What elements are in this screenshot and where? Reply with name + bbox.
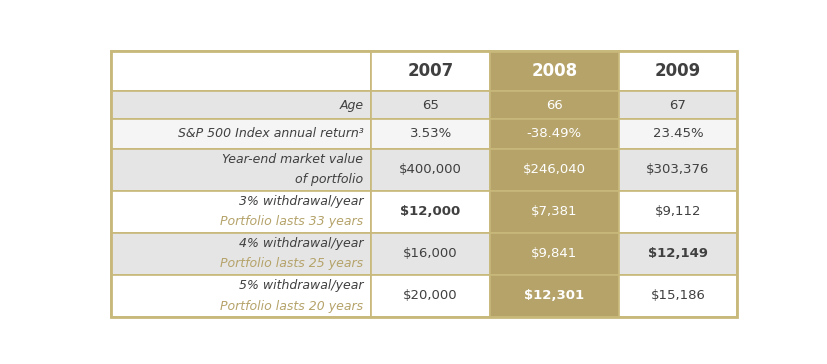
Text: Year-end market value: Year-end market value: [222, 153, 363, 166]
Bar: [111, 233, 370, 275]
Text: $12,301: $12,301: [523, 289, 584, 302]
Text: $400,000: $400,000: [399, 163, 461, 176]
Text: -38.49%: -38.49%: [526, 127, 581, 141]
Bar: [618, 51, 737, 91]
Text: $12,000: $12,000: [400, 205, 460, 218]
Bar: [111, 51, 370, 91]
Bar: [370, 91, 490, 119]
Text: S&P 500 Index annual return³: S&P 500 Index annual return³: [178, 127, 363, 141]
Text: 4% withdrawal/year: 4% withdrawal/year: [239, 237, 363, 250]
Text: of portfolio: of portfolio: [295, 173, 363, 186]
Text: 2008: 2008: [531, 62, 576, 80]
Text: 3% withdrawal/year: 3% withdrawal/year: [239, 195, 363, 208]
Text: Age: Age: [339, 99, 363, 112]
Text: Portfolio lasts 20 years: Portfolio lasts 20 years: [220, 300, 363, 313]
Bar: [370, 233, 490, 275]
Text: $12,149: $12,149: [648, 248, 707, 260]
Text: Portfolio lasts 33 years: Portfolio lasts 33 years: [220, 215, 363, 229]
Text: 3.53%: 3.53%: [409, 127, 452, 141]
Text: Portfolio lasts 25 years: Portfolio lasts 25 years: [220, 257, 363, 270]
Bar: [618, 233, 737, 275]
Bar: [490, 191, 618, 233]
Text: $246,040: $246,040: [522, 163, 585, 176]
Text: $20,000: $20,000: [403, 289, 457, 302]
Bar: [111, 275, 370, 317]
Bar: [370, 275, 490, 317]
Bar: [490, 91, 618, 119]
Bar: [111, 91, 370, 119]
Bar: [111, 149, 370, 191]
Bar: [490, 275, 618, 317]
Text: 65: 65: [422, 99, 438, 112]
Text: 23.45%: 23.45%: [652, 127, 702, 141]
Text: $15,186: $15,186: [650, 289, 705, 302]
Bar: [618, 191, 737, 233]
Text: 2009: 2009: [654, 62, 700, 80]
Text: $16,000: $16,000: [403, 248, 457, 260]
Bar: [490, 149, 618, 191]
Bar: [618, 91, 737, 119]
Bar: [370, 51, 490, 91]
Text: 66: 66: [545, 99, 562, 112]
Text: $9,112: $9,112: [654, 205, 700, 218]
Text: $9,841: $9,841: [531, 248, 576, 260]
Bar: [618, 119, 737, 149]
Text: 2007: 2007: [407, 62, 453, 80]
Text: $303,376: $303,376: [646, 163, 709, 176]
Bar: [490, 233, 618, 275]
Text: 67: 67: [669, 99, 686, 112]
Bar: [111, 191, 370, 233]
Bar: [370, 149, 490, 191]
Text: 5% withdrawal/year: 5% withdrawal/year: [239, 279, 363, 292]
Bar: [370, 191, 490, 233]
Bar: [618, 149, 737, 191]
Bar: [370, 119, 490, 149]
Bar: [111, 119, 370, 149]
Text: $7,381: $7,381: [530, 205, 577, 218]
Bar: [618, 275, 737, 317]
Bar: [490, 51, 618, 91]
Bar: [490, 119, 618, 149]
